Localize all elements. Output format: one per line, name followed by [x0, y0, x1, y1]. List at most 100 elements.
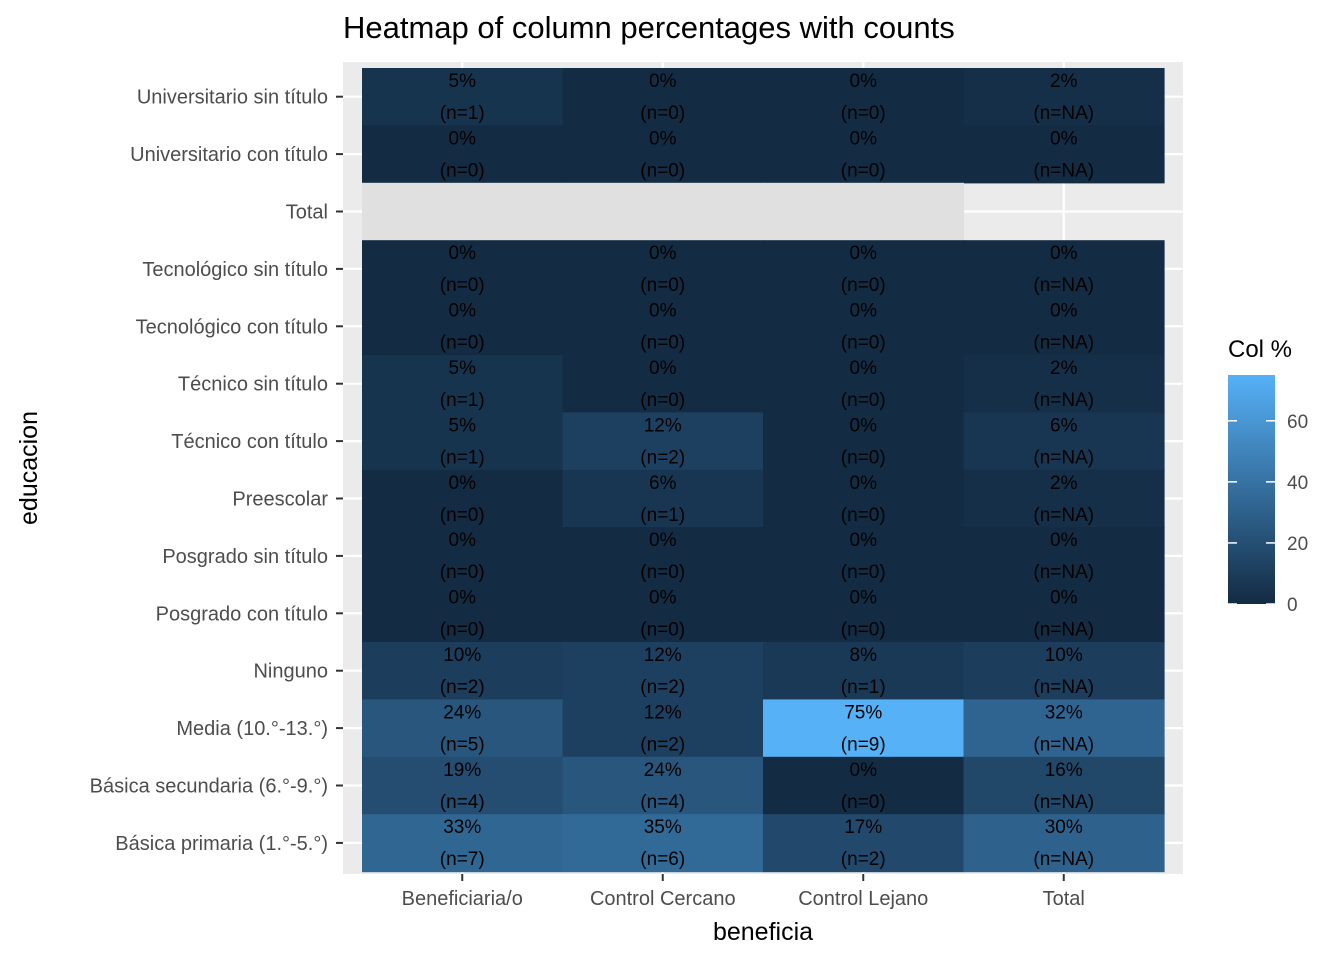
- cell-percent-label: 0%: [449, 243, 477, 264]
- heatmap-cell: [362, 240, 564, 299]
- x-tick-label: Total: [1043, 888, 1085, 910]
- cell-count-label: (n=1): [440, 103, 485, 124]
- cell-percent-label: 2%: [1050, 358, 1078, 379]
- cell-percent-label: 19%: [443, 760, 481, 781]
- cell-percent-label: 12%: [644, 702, 682, 723]
- heatmap-cell: [963, 469, 1165, 528]
- heatmap-cell: [362, 527, 564, 586]
- y-tick-label: Tecnológico con título: [136, 316, 328, 338]
- cell-percent-label: 0%: [1050, 530, 1078, 551]
- heatmap-cell: [763, 240, 965, 299]
- y-tick-label: Técnico con título: [171, 431, 328, 453]
- x-tick-label: Beneficiaria/o: [402, 888, 523, 910]
- y-tick-label: Posgrado sin título: [162, 546, 328, 568]
- legend-tick-label: 60: [1287, 412, 1308, 433]
- cell-percent-label: 6%: [649, 473, 677, 494]
- heatmap-cell: [362, 355, 564, 413]
- cell-percent-label: 0%: [649, 358, 677, 379]
- cell-count-label: (n=0): [440, 160, 485, 181]
- legend-tick-label: 20: [1287, 534, 1308, 555]
- cell-count-label: (n=5): [440, 734, 485, 755]
- heatmap-cell: [763, 469, 965, 528]
- legend-tick-label: 40: [1287, 473, 1308, 494]
- cell-count-label: (n=4): [640, 792, 685, 813]
- cell-count-label: (n=NA): [1033, 390, 1094, 411]
- y-axis: Universitario sin título Universitario co…: [90, 87, 343, 855]
- heatmap-cell: [763, 355, 965, 413]
- heatmap-cell: [362, 182, 564, 241]
- y-tick-label: Media (10.°-13.°): [176, 718, 328, 740]
- heatmap-cell: [362, 68, 564, 126]
- y-tick-label: Ninguno: [253, 661, 328, 683]
- heatmap-cell: [562, 527, 764, 586]
- heatmap-cell: [763, 182, 965, 241]
- cell-percent-label: 0%: [850, 530, 878, 551]
- heatmap-cell: [562, 584, 764, 643]
- cell-percent-label: 0%: [449, 473, 477, 494]
- cell-count-label: (n=1): [440, 447, 485, 468]
- heatmap-cell: [963, 68, 1165, 126]
- y-tick-label: Tecnológico sin título: [142, 259, 328, 281]
- heatmap-cell: [963, 642, 1165, 700]
- cell-percent-label: 0%: [1050, 588, 1078, 609]
- cell-count-label: (n=NA): [1033, 849, 1094, 870]
- heatmap-cell: [562, 355, 764, 413]
- cell-count-label: (n=0): [440, 620, 485, 641]
- cell-count-label: (n=0): [440, 275, 485, 296]
- legend-title: Col %: [1228, 336, 1292, 363]
- chart-title: Heatmap of column percentages with count…: [343, 10, 955, 45]
- cell-count-label: (n=NA): [1033, 160, 1094, 181]
- cell-percent-label: 0%: [850, 128, 878, 149]
- heatmap-cell: [362, 699, 564, 758]
- cell-count-label: (n=6): [640, 849, 685, 870]
- heatmap-cell: [763, 297, 965, 356]
- heatmap-cell: [562, 642, 764, 700]
- cell-count-label: (n=0): [640, 160, 685, 181]
- cell-percent-label: 2%: [1050, 473, 1078, 494]
- cell-count-label: (n=0): [841, 620, 886, 641]
- cell-count-label: (n=7): [440, 849, 485, 870]
- heatmap-cell: [963, 699, 1165, 758]
- cell-percent-label: 0%: [850, 301, 878, 322]
- cell-count-label: (n=NA): [1033, 103, 1094, 124]
- y-tick-label: Total: [286, 202, 328, 224]
- y-tick-label: Básica secundaria (6.°-9.°): [90, 776, 328, 798]
- heatmap-cell: [362, 297, 564, 356]
- heatmap-cell: [362, 412, 564, 471]
- cell-percent-label: 0%: [850, 415, 878, 436]
- cell-count-label: (n=NA): [1033, 505, 1094, 526]
- cell-percent-label: 30%: [1045, 817, 1083, 838]
- cell-count-label: (n=2): [440, 677, 485, 698]
- heatmap-cell: [963, 584, 1165, 643]
- cell-labels: 5% (n=1) 0% (n=0) 0% (n=0) 2% (n=NA) 0% (n=0) 0% (n…: [440, 71, 1094, 870]
- cell-count-label: (n=1): [640, 505, 685, 526]
- cell-count-label: (n=0): [440, 333, 485, 354]
- cell-count-label: (n=1): [841, 677, 886, 698]
- y-tick-label: Básica primaria (1.°-5.°): [115, 833, 328, 855]
- cell-percent-label: 12%: [644, 645, 682, 666]
- heatmap-cell: [963, 527, 1165, 586]
- cell-count-label: (n=1): [440, 390, 485, 411]
- cell-percent-label: 0%: [850, 358, 878, 379]
- heatmap-cell: [763, 412, 965, 471]
- cell-count-label: (n=0): [640, 562, 685, 583]
- cell-count-label: (n=2): [841, 849, 886, 870]
- cell-count-label: (n=4): [440, 792, 485, 813]
- cell-count-label: (n=0): [841, 275, 886, 296]
- heatmap-cell: [562, 68, 764, 126]
- cell-percent-label: 0%: [649, 71, 677, 92]
- heatmap-cell: [362, 125, 564, 184]
- cell-count-label: (n=0): [841, 447, 886, 468]
- cell-count-label: (n=0): [640, 620, 685, 641]
- heatmap-cells: [362, 68, 1165, 873]
- y-tick-label: Técnico sin título: [178, 374, 328, 396]
- heatmap-cell: [763, 756, 965, 815]
- heatmap-cell: [963, 814, 1165, 873]
- heatmap-cell: [963, 355, 1165, 413]
- legend-colorbar: [1228, 375, 1275, 604]
- cell-percent-label: 0%: [850, 71, 878, 92]
- cell-percent-label: 0%: [1050, 301, 1078, 322]
- heatmap-cell: [763, 814, 965, 873]
